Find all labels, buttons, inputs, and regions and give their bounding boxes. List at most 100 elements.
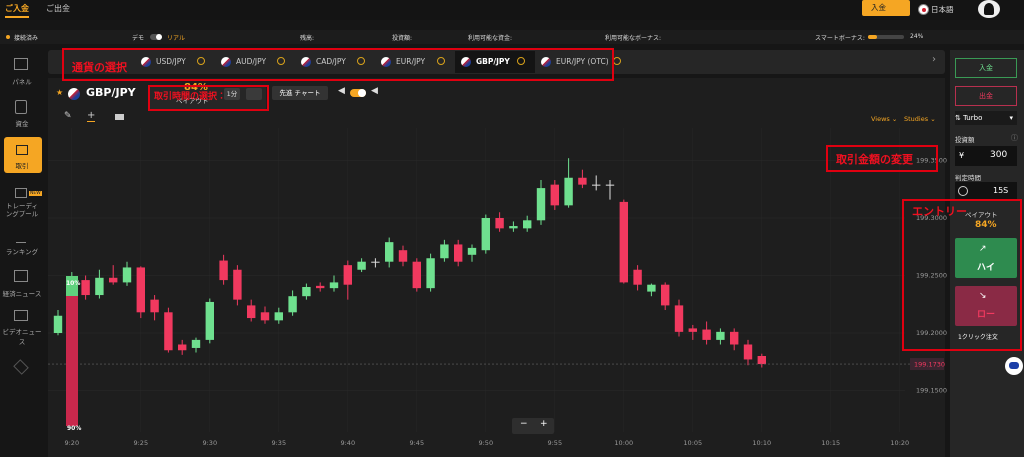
candle-body: [605, 184, 615, 186]
asset-title: GBP/JPY: [86, 86, 136, 99]
nav-item[interactable]: 取引: [15, 162, 29, 170]
nav-item[interactable]: パネル: [12, 78, 32, 86]
connection: 接続済み: [14, 35, 39, 42]
x-tick-label: 10:10: [752, 439, 771, 447]
high-button[interactable]: [955, 238, 1017, 278]
nav-item[interactable]: ビデオニュース: [2, 328, 42, 346]
sound-icon[interactable]: ◀: [338, 86, 345, 96]
candle-body: [274, 312, 283, 321]
candle-body: [316, 285, 325, 289]
info-icon[interactable]: ⓘ: [1011, 134, 1018, 142]
advanced-chart-button[interactable]: 先進 チャート: [272, 86, 328, 100]
annotation-box: [148, 85, 269, 111]
currency: ¥: [959, 151, 965, 160]
annotation: 取引金額の変更: [836, 153, 913, 166]
nav-icon: [14, 270, 28, 282]
candle-body: [150, 299, 159, 313]
studies-menu[interactable]: Studies ⌄: [904, 115, 936, 123]
panel-payout-label: ペイアウト: [965, 211, 998, 219]
candle-type-button[interactable]: [246, 88, 262, 100]
candle-body: [385, 242, 394, 262]
nav-icon: [15, 188, 27, 198]
candle-body: [578, 177, 587, 185]
x-tick-label: 9:50: [478, 439, 493, 447]
candle-body: [730, 331, 739, 345]
deposit-tab[interactable]: ご入金: [5, 3, 29, 18]
withdraw-side-button[interactable]: 出金: [955, 86, 1017, 106]
x-tick-label: 9:20: [64, 439, 79, 447]
one-click-label: 1クリック注文: [958, 334, 998, 341]
nav-item[interactable]: ングプール: [5, 210, 39, 218]
payout-value: 84%: [184, 82, 208, 93]
sentiment-high: [66, 276, 78, 296]
candle-body: [122, 267, 132, 283]
low-button[interactable]: [955, 286, 1017, 326]
candle-body: [702, 329, 711, 340]
candle-body: [716, 331, 725, 340]
zoom-in[interactable]: +: [540, 419, 548, 429]
smart-bonus-value: 24%: [910, 33, 924, 40]
candle-body: [454, 244, 463, 262]
annotation-box: [902, 199, 1022, 351]
asset-coin: [437, 57, 445, 65]
nav-item[interactable]: 経済ニュース: [2, 290, 42, 298]
amount-box: [955, 146, 1017, 166]
asset-tab[interactable]: EUR/JPY (OTC): [538, 53, 609, 71]
language[interactable]: 日本語: [931, 5, 954, 14]
candle-body: [592, 184, 601, 186]
mode-toggle[interactable]: [150, 34, 162, 40]
draw-tool[interactable]: ✎: [64, 111, 72, 121]
favorite-star[interactable]: ★: [56, 88, 64, 97]
current-price-box: [910, 358, 944, 371]
asset-name: CAD/JPY: [316, 57, 346, 66]
candle-body: [233, 269, 242, 300]
zoom-out[interactable]: −: [520, 419, 528, 429]
crosshair-tool[interactable]: +: [87, 110, 96, 122]
views-menu[interactable]: Views ⌄: [871, 115, 898, 123]
candle-body: [219, 260, 228, 281]
amount-input[interactable]: 300: [990, 150, 1008, 160]
candle-body: [619, 201, 628, 283]
nav-icon: [16, 145, 28, 155]
candle-body: [426, 258, 435, 289]
x-tick-label: 9:25: [133, 439, 148, 447]
asset-tab[interactable]: AUD/JPY: [218, 53, 266, 71]
sound-toggle[interactable]: [350, 89, 366, 97]
annotation: 通貨の選択: [72, 61, 127, 74]
new-badge: NEW: [29, 191, 42, 196]
time-label: 判定時間: [955, 174, 981, 182]
asset-tab[interactable]: USD/JPY: [138, 53, 186, 71]
sound-icon[interactable]: ◀: [371, 86, 378, 96]
nav-item[interactable]: 資金: [15, 120, 29, 128]
funds-label: 利用可能な資金:: [468, 35, 513, 42]
asset-coin: [613, 57, 621, 65]
timeframe-button[interactable]: 1分: [224, 88, 240, 100]
nav-item[interactable]: トレーディ: [5, 202, 39, 210]
asset-coin: [277, 57, 285, 65]
asset-tab[interactable]: CAD/JPY: [298, 53, 346, 71]
x-tick-label: 9:30: [202, 439, 217, 447]
top-bar: [0, 0, 1024, 20]
candle-body: [53, 315, 63, 333]
deposit-button[interactable]: 入金: [862, 0, 910, 16]
chat-button[interactable]: [1005, 357, 1023, 375]
candle-body: [674, 305, 684, 332]
nav-item[interactable]: ランキング: [5, 248, 39, 256]
comment-tool[interactable]: [115, 114, 124, 120]
mode-select[interactable]: ⇅ Turbo ▾: [955, 111, 1017, 125]
asset-tab[interactable]: GBP/JPY: [458, 53, 510, 71]
time-input[interactable]: 15S: [993, 186, 1009, 195]
asset-tab[interactable]: EUR/JPY: [378, 53, 425, 71]
scroll-arrow[interactable]: ›: [932, 54, 936, 65]
sentiment-low-label: 90%: [67, 425, 82, 432]
down-arrow: ↘: [979, 291, 987, 301]
nav-icon: [14, 58, 28, 70]
candle-body: [205, 301, 214, 340]
candle-body: [371, 261, 380, 263]
withdraw-tab[interactable]: ご出金: [46, 4, 70, 13]
y-tick-label: 199.1500: [916, 387, 947, 395]
avatar[interactable]: [978, 0, 1000, 18]
deposit-side-button[interactable]: 入金: [955, 58, 1017, 78]
